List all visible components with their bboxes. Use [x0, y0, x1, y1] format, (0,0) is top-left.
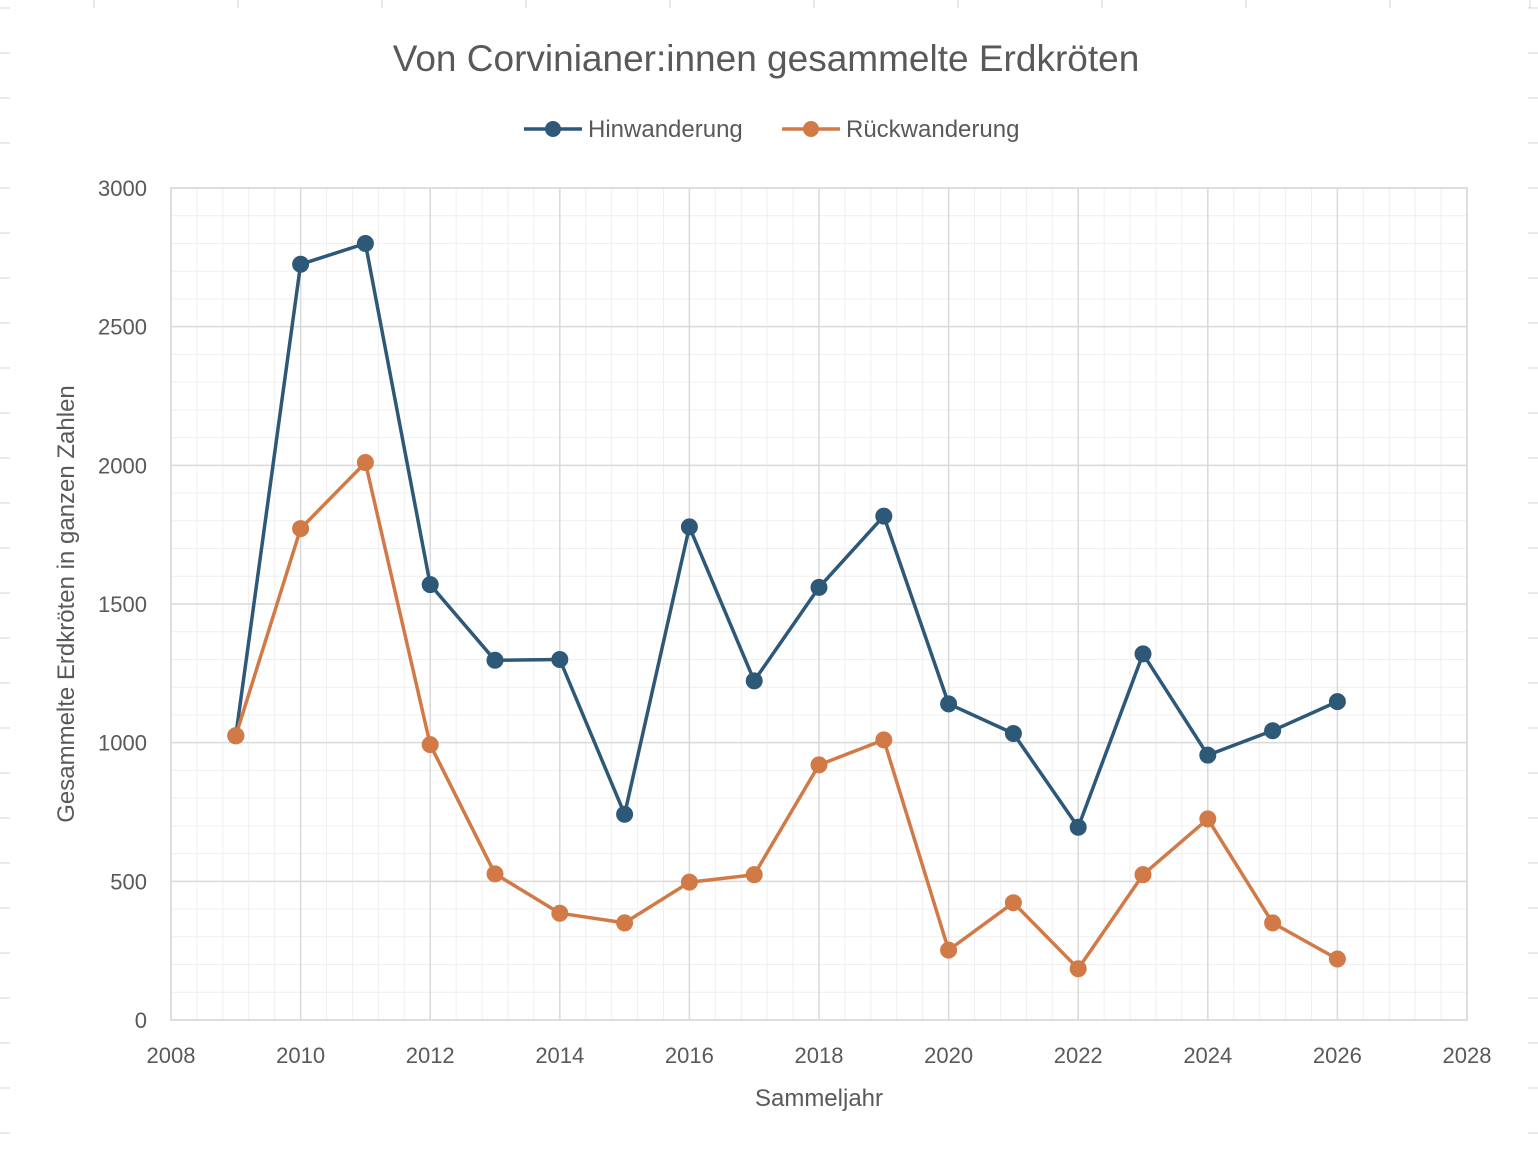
- y-tick-label: 0: [135, 1008, 147, 1033]
- major-gridlines: [170, 187, 1468, 1021]
- x-tick-label: 2018: [795, 1043, 844, 1068]
- x-axis-ticks: 2008 2010 2012 2014 2016 2018 2020 2022 2024 2026…: [147, 1043, 1492, 1068]
- legend-marker: [803, 121, 819, 137]
- y-tick-label: 500: [110, 869, 147, 894]
- data-point: [745, 866, 763, 884]
- data-point: [1264, 722, 1282, 740]
- data-point: [1199, 810, 1217, 828]
- series-layer: [227, 234, 1346, 978]
- data-point: [551, 650, 569, 668]
- y-axis-title: Gesammelte Erdkröten in ganzen Zahlen: [53, 385, 80, 823]
- x-tick-label: 2010: [276, 1043, 325, 1068]
- data-point: [1328, 693, 1346, 711]
- data-point: [1069, 818, 1087, 836]
- series-line: [234, 241, 1339, 830]
- x-tick-label: 2008: [147, 1043, 196, 1068]
- chart: 0 500 1000 1500 2000 2500 3000 2008 2010 2012 201…: [53, 38, 1492, 1112]
- data-point: [421, 736, 439, 754]
- data-point: [616, 914, 634, 932]
- y-tick-label: 3000: [98, 176, 147, 201]
- data-point: [1134, 866, 1152, 884]
- data-point: [680, 873, 698, 891]
- x-tick-label: 2012: [406, 1043, 455, 1068]
- x-tick-label: 2020: [924, 1043, 973, 1068]
- data-point: [551, 904, 569, 922]
- legend-label: Hinwanderung: [588, 116, 743, 143]
- x-tick-label: 2016: [665, 1043, 714, 1068]
- chart-area[interactable]: 0 500 1000 1500 2000 2500 3000 2008 2010 2012 201…: [10, 8, 1528, 1152]
- legend-item-rückwanderung[interactable]: Rückwanderung: [782, 116, 1019, 143]
- x-tick-label: 2028: [1443, 1043, 1492, 1068]
- series-line: [234, 460, 1339, 971]
- series-rückwanderung: [227, 454, 1346, 978]
- data-point: [1328, 950, 1346, 968]
- data-point: [486, 865, 504, 883]
- legend-marker: [545, 121, 561, 137]
- data-point: [356, 454, 374, 472]
- data-point: [227, 727, 245, 745]
- x-tick-label: 2024: [1183, 1043, 1232, 1068]
- data-point: [292, 520, 310, 538]
- x-tick-label: 2022: [1054, 1043, 1103, 1068]
- data-point: [940, 941, 958, 959]
- x-tick-label: 2026: [1313, 1043, 1362, 1068]
- data-point: [810, 578, 828, 596]
- data-point: [680, 518, 698, 536]
- data-point: [292, 255, 310, 273]
- chart-title: Von Corvinianer:innen gesammelte Erdkröt…: [393, 38, 1140, 79]
- data-point: [356, 234, 374, 252]
- data-point: [1199, 746, 1217, 764]
- data-point: [421, 576, 439, 594]
- series-hinwanderung: [227, 234, 1346, 836]
- data-point: [616, 805, 634, 823]
- data-point: [875, 507, 893, 525]
- data-point: [745, 672, 763, 690]
- y-tick-label: 2500: [98, 315, 147, 340]
- data-point: [1069, 960, 1087, 978]
- data-point: [1134, 645, 1152, 663]
- legend-label: Rückwanderung: [846, 116, 1019, 143]
- data-point: [1264, 914, 1282, 932]
- legend[interactable]: Hinwanderung Rückwanderung: [524, 116, 1019, 143]
- data-point: [875, 731, 893, 749]
- y-axis-ticks: 0 500 1000 1500 2000 2500 3000: [98, 176, 147, 1033]
- data-point: [486, 651, 504, 669]
- data-point: [1004, 894, 1022, 912]
- plot-area: [170, 187, 1468, 1021]
- data-point: [940, 695, 958, 713]
- y-tick-label: 2000: [98, 453, 147, 478]
- legend-item-hinwanderung[interactable]: Hinwanderung: [524, 116, 743, 143]
- data-point: [1004, 725, 1022, 743]
- x-axis-title: Sammeljahr: [755, 1085, 883, 1112]
- data-point: [810, 756, 828, 774]
- y-tick-label: 1500: [98, 592, 147, 617]
- y-tick-label: 1000: [98, 731, 147, 756]
- x-tick-label: 2014: [535, 1043, 584, 1068]
